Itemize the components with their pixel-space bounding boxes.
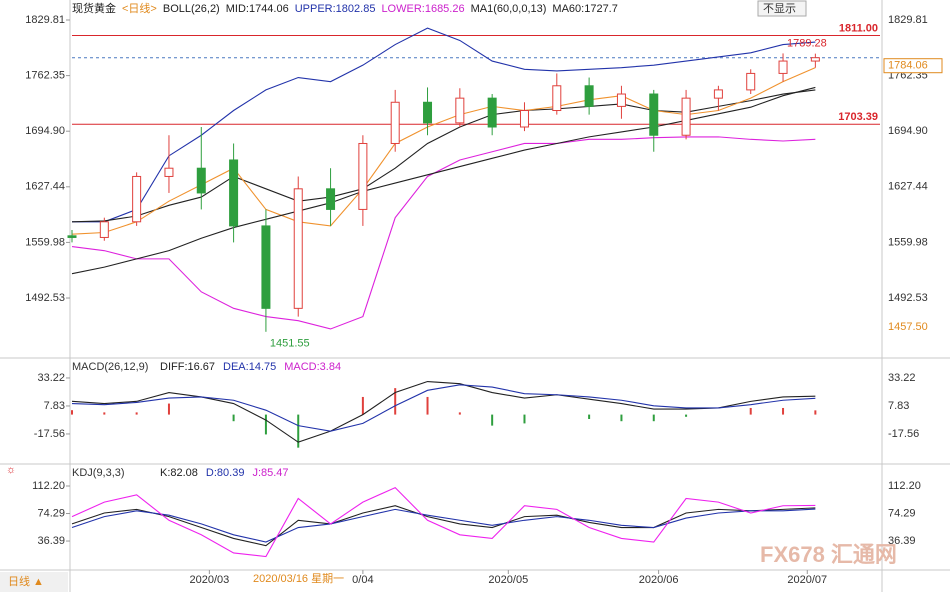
y-tick-label-left: 112.20 xyxy=(32,480,65,492)
candle-body xyxy=(487,97,497,128)
candle-body xyxy=(358,142,368,210)
candle-body xyxy=(67,235,77,238)
header-item: MA60:1727.7 xyxy=(552,3,617,15)
panel-legend: DEA:14.75 xyxy=(223,361,276,373)
bottom-price-label: 1457.50 xyxy=(888,321,928,333)
candle-body xyxy=(810,57,820,62)
y-tick-label-right: 7.83 xyxy=(888,400,909,412)
series-line xyxy=(72,27,816,223)
x-tick-label: 2020/07 xyxy=(787,574,827,586)
candle-body xyxy=(649,93,659,136)
candle-body xyxy=(552,85,562,112)
header-item: BOLL(26,2) xyxy=(163,3,220,15)
y-tick-label-left: 74.29 xyxy=(37,507,65,519)
y-tick-label-right: 36.39 xyxy=(888,535,916,547)
candle-body xyxy=(293,188,303,309)
dropdown-label[interactable]: 不显示 xyxy=(763,2,796,15)
header-item: 现货黄金 xyxy=(72,1,116,15)
candle-body xyxy=(519,110,529,128)
reference-label: 1811.00 xyxy=(839,22,878,34)
y-tick-label-right: 33.22 xyxy=(888,372,916,384)
y-tick-label-right: 1627.44 xyxy=(888,181,928,193)
settings-icon[interactable]: ☼ xyxy=(6,464,16,476)
candle-body xyxy=(390,101,400,144)
candle-body xyxy=(164,167,174,177)
y-tick-label-left: 33.22 xyxy=(37,372,65,384)
panel-legend: MACD:3.84 xyxy=(284,361,341,373)
candle-body xyxy=(778,60,788,74)
y-tick-label-right: 1829.81 xyxy=(888,14,928,26)
series-line xyxy=(71,89,816,223)
y-tick-label-left: 1492.53 xyxy=(25,292,65,304)
candle-body xyxy=(455,97,465,124)
panel-legend: D:80.39 xyxy=(206,467,245,479)
x-tick-label: 2020/03 xyxy=(189,574,229,586)
price-box-label: 1784.06 xyxy=(888,60,928,72)
y-tick-label-left: 1559.98 xyxy=(25,236,65,248)
candle-body xyxy=(746,72,756,91)
series-line xyxy=(71,505,816,547)
price-box xyxy=(883,58,943,74)
header-item: <日线> xyxy=(122,1,157,15)
header-item: LOWER:1685.26 xyxy=(381,3,464,15)
cursor-date: 2020/03/16 星期一 xyxy=(253,572,344,585)
y-tick-label-left: 7.83 xyxy=(44,400,65,412)
candle-body xyxy=(196,167,206,194)
candle-body xyxy=(229,159,239,227)
reference-label: 1703.39 xyxy=(838,111,878,123)
header-item: UPPER:1802.85 xyxy=(295,3,376,15)
candle-body xyxy=(681,97,691,136)
header-item: MA1(60,0,0,13) xyxy=(471,3,547,15)
y-tick-label-left: 1829.81 xyxy=(25,14,65,26)
y-tick-label-right: 1559.98 xyxy=(888,236,928,248)
series-line xyxy=(71,508,816,543)
candle-body xyxy=(132,175,142,223)
dropdown[interactable] xyxy=(757,0,807,17)
y-tick-label-right: 74.29 xyxy=(888,507,916,519)
extreme-label: 1451.55 xyxy=(270,338,310,350)
candle-body xyxy=(713,89,723,99)
series-line xyxy=(71,86,816,275)
panel-title: KDJ(9,3,3) xyxy=(72,467,125,479)
period-button[interactable] xyxy=(0,572,68,592)
y-tick-label-left: 1627.44 xyxy=(25,181,65,193)
header-item: MID:1744.06 xyxy=(226,3,289,15)
candle-body xyxy=(423,101,433,124)
y-tick-label-right: 112.20 xyxy=(888,480,921,492)
y-tick-label-right: -17.56 xyxy=(888,428,919,440)
extreme-label: 1789.28 xyxy=(787,37,827,49)
y-tick-label-left: 1762.35 xyxy=(25,70,65,82)
x-tick-label: 2020/06 xyxy=(639,574,679,586)
watermark: FX678 汇通网 xyxy=(760,542,897,567)
series-line xyxy=(71,136,816,330)
period-label[interactable]: 日线 ▲ xyxy=(8,574,44,588)
panel-legend: DIFF:16.67 xyxy=(160,361,215,373)
y-tick-label-left: -17.56 xyxy=(34,428,65,440)
candle-body xyxy=(99,221,109,238)
x-tick-label: 2020/05 xyxy=(488,574,528,586)
y-tick-label-left: 36.39 xyxy=(37,535,65,547)
panel-legend: K:82.08 xyxy=(160,467,198,479)
y-tick-label-right: 1694.90 xyxy=(888,125,928,137)
series-line xyxy=(71,486,816,558)
candle-body xyxy=(584,85,594,107)
candle-body xyxy=(261,225,271,309)
y-tick-label-left: 1694.90 xyxy=(25,125,65,137)
panel-title: MACD(26,12,9) xyxy=(72,361,148,373)
candle-body xyxy=(326,188,336,210)
x-tick-label: 0/04 xyxy=(352,574,373,586)
series-line xyxy=(71,67,816,235)
candle-body xyxy=(616,93,626,107)
panel-legend: J:85.47 xyxy=(252,467,288,479)
series-line xyxy=(71,384,816,432)
series-line xyxy=(71,380,816,443)
y-tick-label-right: 1492.53 xyxy=(888,292,928,304)
